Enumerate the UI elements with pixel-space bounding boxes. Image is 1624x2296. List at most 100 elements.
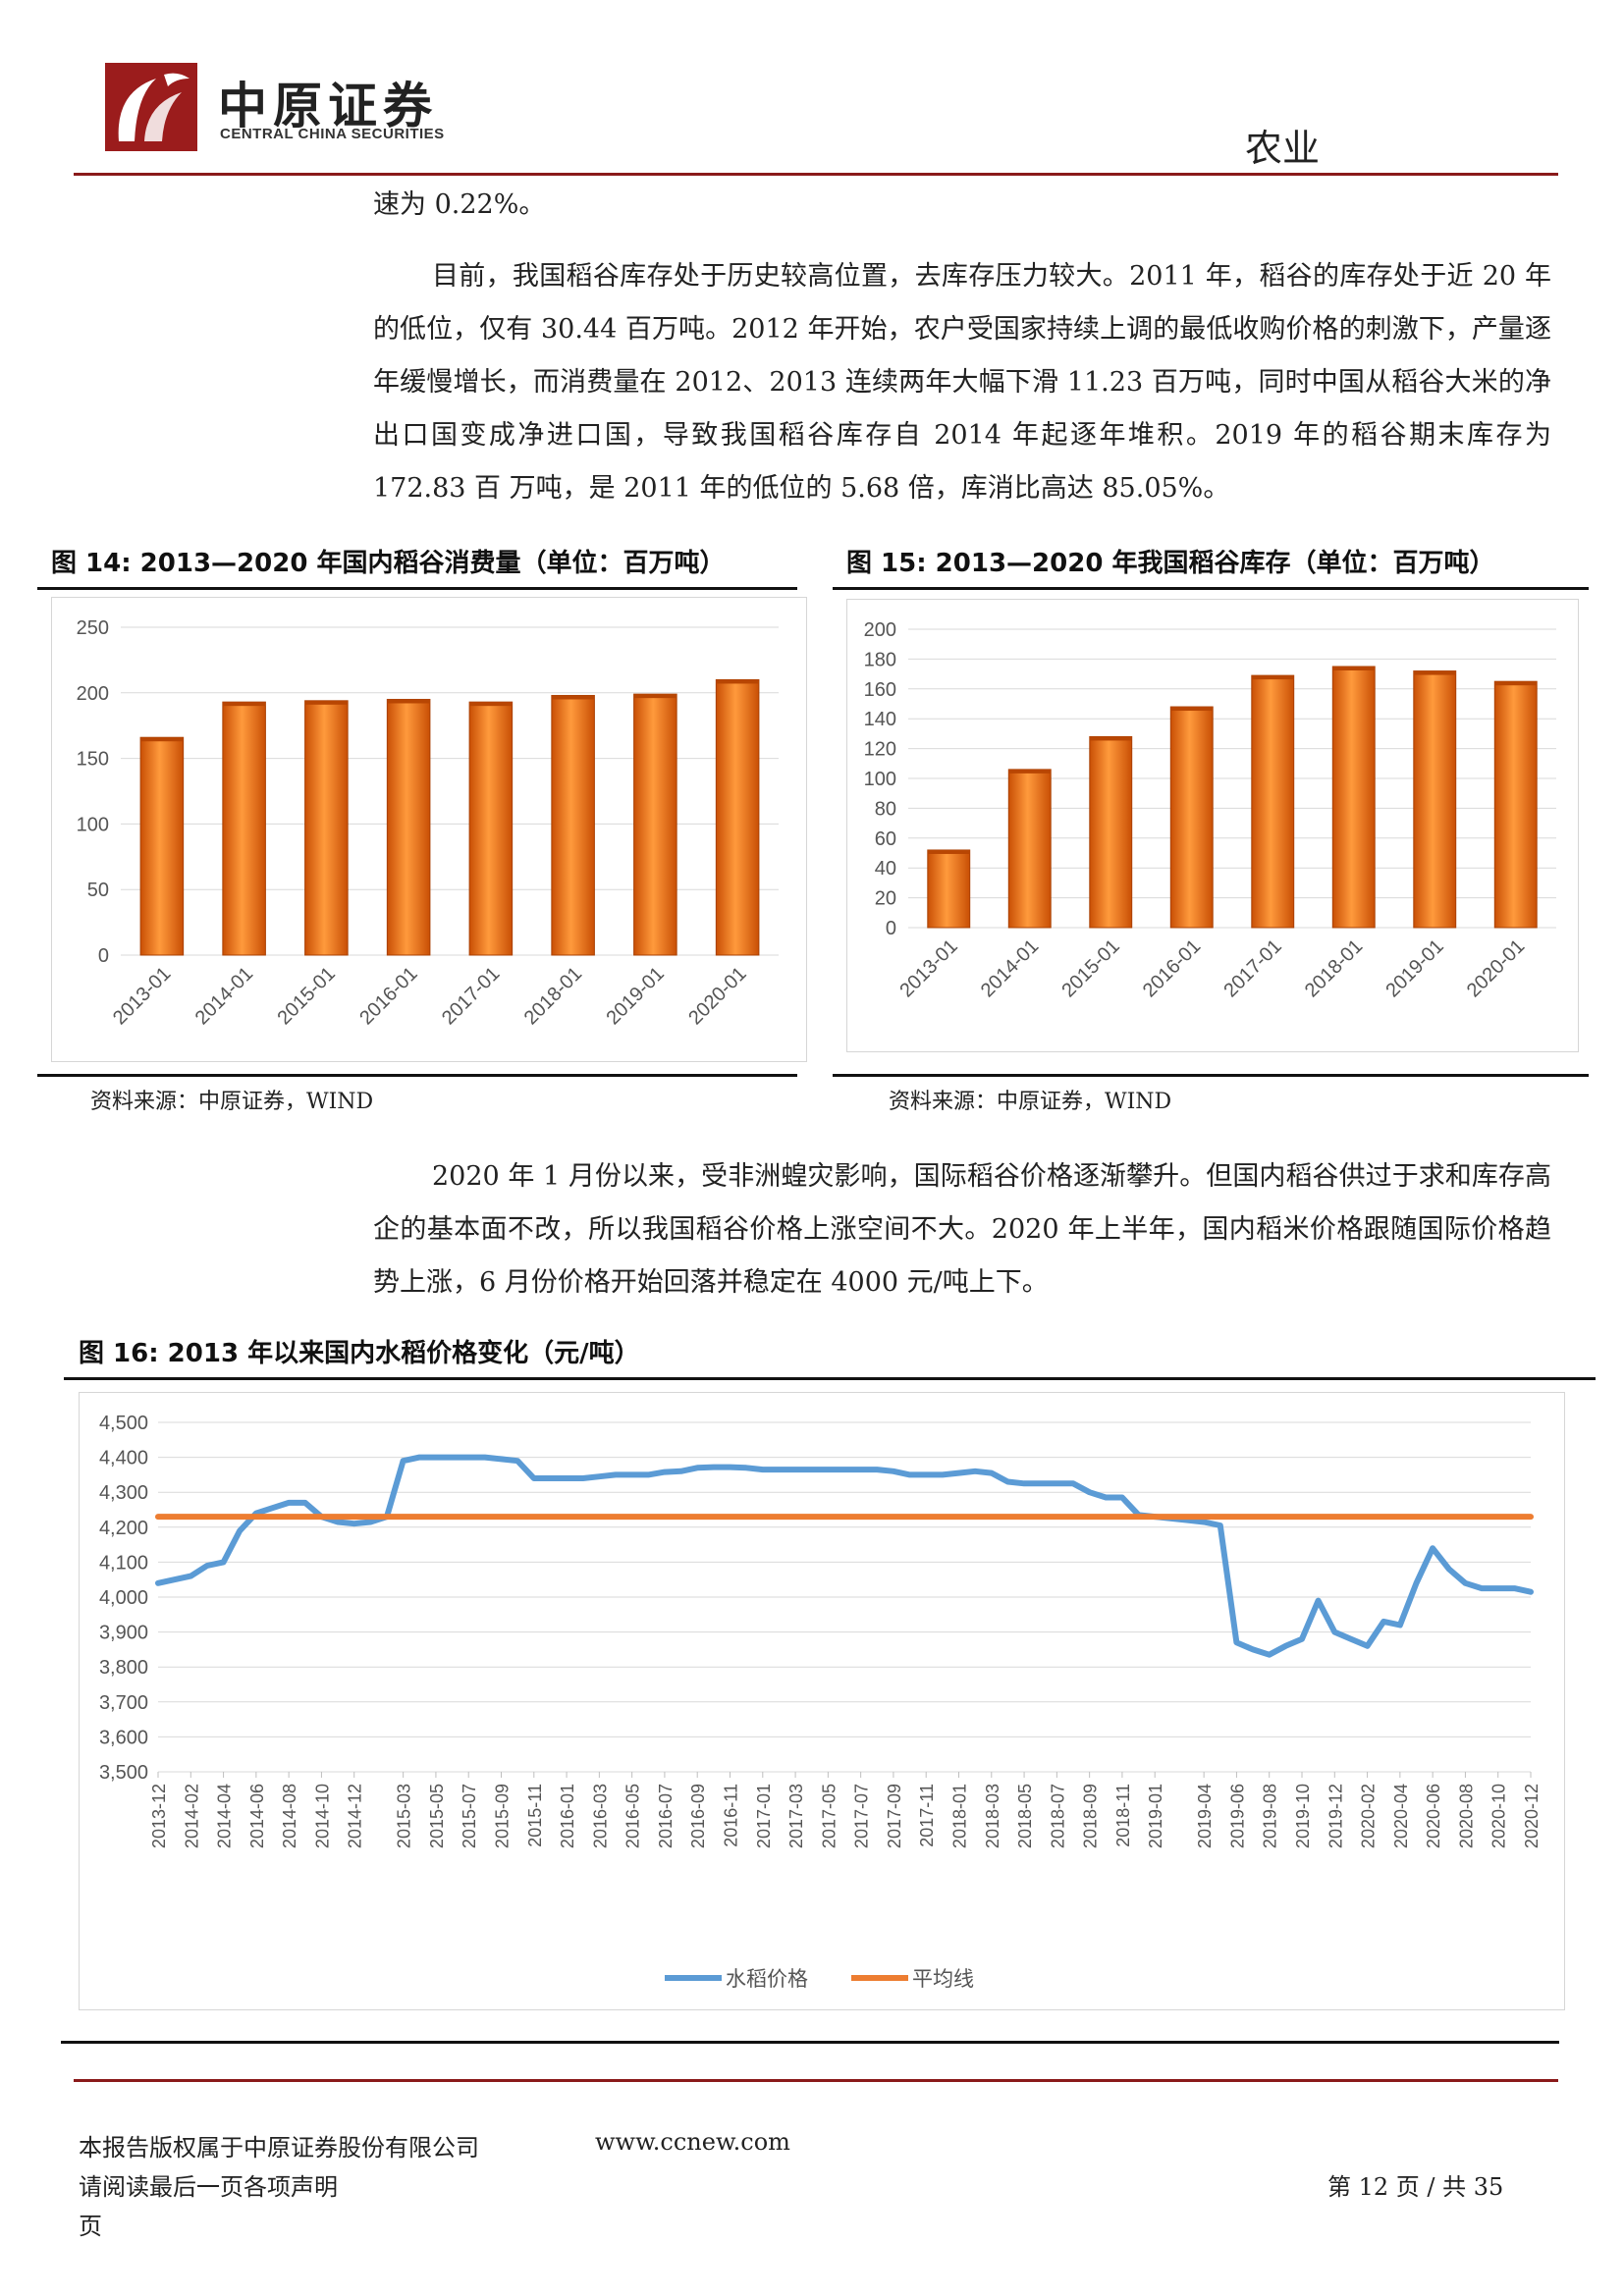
x-tick-label: 2017-01 [754, 1784, 774, 1848]
x-tick-label: 2019-08 [1261, 1784, 1280, 1848]
bar [1089, 735, 1133, 929]
bar [1007, 769, 1052, 929]
x-tick-label: 2015-03 [395, 1784, 414, 1848]
y-tick-label: 60 [875, 828, 896, 850]
y-tick-label: 50 [87, 880, 109, 901]
x-tick-label: 2018-03 [983, 1784, 1002, 1848]
figure-16-title: 图 16: 2013 年以来国内水稻价格变化（元/吨） [79, 1339, 640, 1368]
x-tick-label: 2017-07 [852, 1784, 872, 1848]
x-tick-label: 2018-09 [1081, 1784, 1101, 1848]
paragraph-continuation: 速为 0.22%。 [373, 189, 546, 220]
bar [715, 678, 760, 956]
x-tick-label: 2020-01 [684, 963, 750, 1029]
x-tick-label: 2019-12 [1326, 1784, 1345, 1848]
x-tick-label: 2014-12 [346, 1784, 365, 1848]
bar [468, 701, 514, 956]
bar [1331, 666, 1376, 929]
y-tick-label: 120 [864, 739, 896, 761]
y-tick-label: 200 [77, 683, 109, 705]
y-tick-label: 0 [886, 918, 896, 939]
header-divider [74, 173, 1558, 176]
y-tick-label: 180 [864, 649, 896, 670]
bar-cap [927, 849, 970, 854]
x-tick-label: 2019-04 [1195, 1784, 1215, 1848]
bar [633, 693, 677, 956]
y-tick-label: 3,800 [99, 1657, 148, 1679]
x-tick-label: 2020-06 [1424, 1784, 1443, 1848]
x-tick-label: 2019-10 [1293, 1784, 1313, 1848]
y-tick-label: 3,900 [99, 1623, 148, 1644]
x-tick-label: 2014-01 [977, 935, 1043, 1001]
x-tick-label: 2016-01 [558, 1784, 577, 1848]
series-line [155, 1454, 1534, 1658]
x-tick-label: 2017-03 [786, 1784, 806, 1848]
bar-cap [1089, 736, 1132, 741]
bar-cap [716, 679, 759, 684]
y-tick-label: 3,600 [99, 1727, 148, 1748]
figure-16-top-rule [64, 1377, 1596, 1380]
x-tick-label: 2013-12 [149, 1784, 169, 1848]
x-tick-label: 2016-01 [355, 963, 421, 1029]
bar [1493, 680, 1538, 929]
paragraph-rice-inventory: 目前，我国稻谷库存处于历史较高位置，去库存压力较大。2011 年，稻谷的库存处于… [373, 261, 1551, 504]
x-tick-label: 2017-11 [917, 1784, 937, 1847]
x-tick-label: 2014-02 [182, 1784, 201, 1848]
bar [304, 700, 349, 956]
y-tick-label: 4,400 [99, 1448, 148, 1469]
x-tick-label: 2015-09 [493, 1784, 513, 1848]
y-tick-label: 250 [77, 617, 109, 639]
x-tick-label: 2019-01 [1381, 935, 1447, 1001]
x-tick-label: 2015-07 [460, 1784, 479, 1848]
x-tick-label: 2016-09 [688, 1784, 708, 1848]
x-tick-label: 2016-07 [656, 1784, 676, 1848]
x-tick-label: 2017-09 [885, 1784, 904, 1848]
x-tick-label: 2020-04 [1391, 1784, 1411, 1848]
bar [139, 736, 185, 956]
footer-website-link[interactable]: www.ccnew.com [595, 2128, 790, 2156]
y-tick-label: 100 [77, 814, 109, 835]
y-tick-label: 80 [875, 798, 896, 820]
x-tick-label: 2018-01 [1301, 935, 1367, 1001]
x-tick-label: 2020-08 [1456, 1784, 1476, 1848]
x-tick-label: 2014-01 [191, 963, 257, 1029]
bar-cap [222, 702, 266, 707]
bar [1413, 670, 1457, 929]
x-tick-label: 2019-06 [1227, 1784, 1247, 1848]
y-tick-label: 4,000 [99, 1587, 148, 1609]
x-tick-label: 2020-10 [1489, 1784, 1509, 1848]
x-tick-label: 2017-01 [438, 963, 504, 1029]
bar-cap [551, 695, 595, 700]
figure-16-chart: 3,500 3,600 3,700 3,800 3,900 4,000 4,100 4,200… [79, 1392, 1565, 2010]
figure-14-chart: 0 50 100 150 200 250 2013-01 2014-01 2015-01 2016… [51, 597, 807, 1062]
y-tick-label: 160 [864, 679, 896, 701]
y-tick-label: 0 [98, 945, 109, 967]
y-tick-label: 200 [864, 619, 896, 641]
bar-cap [1008, 769, 1052, 774]
figure-15-top-rule [833, 587, 1589, 590]
y-tick-label: 140 [864, 709, 896, 730]
figure-14-top-rule [37, 587, 797, 590]
y-tick-label: 4,100 [99, 1552, 148, 1574]
bar-cap [469, 702, 513, 707]
x-tick-label: 2014-06 [247, 1784, 267, 1848]
x-tick-label: 2018-01 [520, 963, 586, 1029]
bar-cap [1251, 675, 1294, 680]
y-tick-label: 4,300 [99, 1482, 148, 1504]
x-tick-label: 2014-04 [215, 1784, 235, 1848]
y-tick-label: 40 [875, 858, 896, 880]
legend-label: 平均线 [912, 1968, 974, 1991]
company-logo-icon [105, 63, 197, 151]
x-tick-label: 2017-01 [1219, 935, 1285, 1001]
bar-cap [1170, 707, 1214, 712]
fig14-svg: 0 50 100 150 200 250 2013-01 2014-01 2015-01 2016… [77, 617, 779, 1029]
x-tick-label: 2019-01 [602, 963, 668, 1029]
bar [1251, 674, 1295, 929]
x-tick-label: 2016-05 [623, 1784, 643, 1848]
x-tick-label: 2013-01 [109, 963, 175, 1029]
footer-red-rule [74, 2079, 1558, 2082]
x-tick-label: 2018-01 [950, 1784, 970, 1848]
x-tick-label: 2018-07 [1048, 1784, 1067, 1848]
bar [1169, 706, 1214, 929]
footer-page-number: 第 12 页 / 共 35 [1327, 2173, 1504, 2201]
x-tick-label: 2017-05 [819, 1784, 839, 1848]
